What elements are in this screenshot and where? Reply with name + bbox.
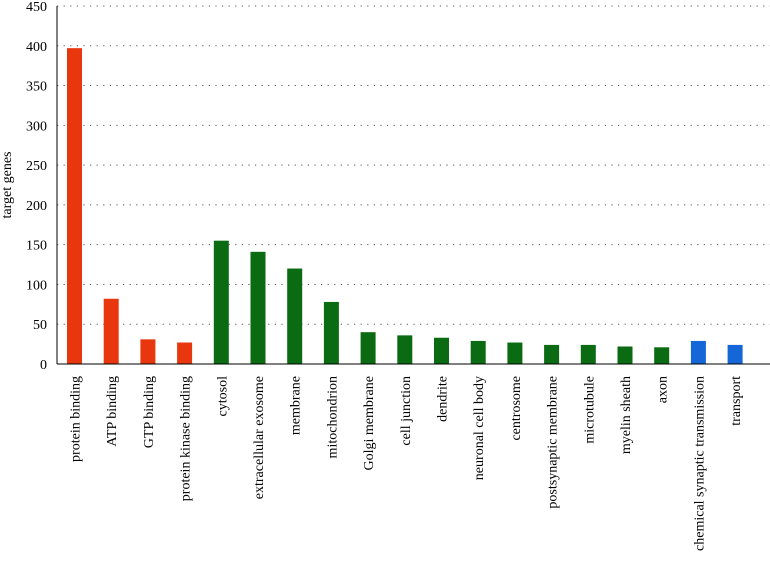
x-tick-label: centrosome	[509, 376, 524, 441]
y-axis-title: target genes	[0, 152, 15, 219]
x-tick-label: cell junction	[399, 376, 414, 446]
y-tick-label: 150	[26, 239, 47, 254]
x-tick-label: cytosol	[215, 376, 230, 417]
x-tick-label: myelin sheath	[619, 376, 634, 454]
x-tick-label: GTP binding	[142, 376, 157, 448]
y-tick-label: 200	[26, 199, 47, 214]
bar	[287, 268, 303, 364]
x-tick-label: neuronal cell body	[472, 376, 487, 480]
bars	[67, 48, 743, 365]
x-tick-label: axon	[656, 376, 671, 403]
bar	[654, 347, 670, 364]
y-tick-label: 0	[40, 358, 47, 373]
bar	[580, 344, 596, 364]
x-tick-labels: protein binding ATP binding GTP binding pro…	[69, 376, 745, 551]
bar	[434, 337, 449, 364]
axes	[56, 6, 770, 365]
x-tick-label: Golgi membrane	[362, 376, 377, 470]
y-tick-label: 100	[26, 278, 47, 293]
bar	[360, 332, 376, 364]
bar	[727, 344, 743, 364]
y-tick-label: 400	[26, 40, 47, 55]
x-tick-label: transport	[729, 376, 744, 426]
x-tick-label: microtubule	[582, 376, 597, 444]
grid-lines	[57, 5, 770, 325]
y-tick-labels: 0 50 100 150 200 250 300 350 400 450	[26, 0, 47, 373]
y-tick-label: 50	[33, 318, 47, 333]
bar	[397, 335, 413, 364]
bar	[690, 340, 706, 364]
x-tick-label: ATP binding	[105, 376, 120, 447]
bar	[323, 301, 339, 364]
bar	[544, 344, 560, 364]
y-tick-label: 250	[26, 159, 47, 174]
bar	[507, 342, 523, 364]
x-tick-label: extracellular exosome	[252, 376, 267, 499]
bar	[140, 339, 156, 364]
bar	[250, 251, 266, 364]
y-tick-label: 300	[26, 119, 47, 134]
bar	[177, 342, 193, 364]
y-tick-label: 350	[26, 80, 47, 95]
x-tick-label: mitochondrion	[325, 376, 340, 458]
x-tick-label: dendrite	[436, 376, 451, 422]
x-tick-label: protein kinase binding	[179, 376, 194, 501]
bar	[67, 48, 82, 365]
bar	[470, 340, 486, 364]
x-tick-label: membrane	[289, 376, 304, 435]
bar	[617, 346, 633, 364]
x-tick-label: protein binding	[69, 376, 84, 462]
x-tick-label: postsynaptic membrane	[546, 376, 561, 509]
bar	[103, 298, 119, 364]
x-tick-label: chemical synaptic transmission	[692, 376, 707, 551]
bar	[213, 240, 229, 364]
y-tick-label: 450	[26, 0, 47, 15]
